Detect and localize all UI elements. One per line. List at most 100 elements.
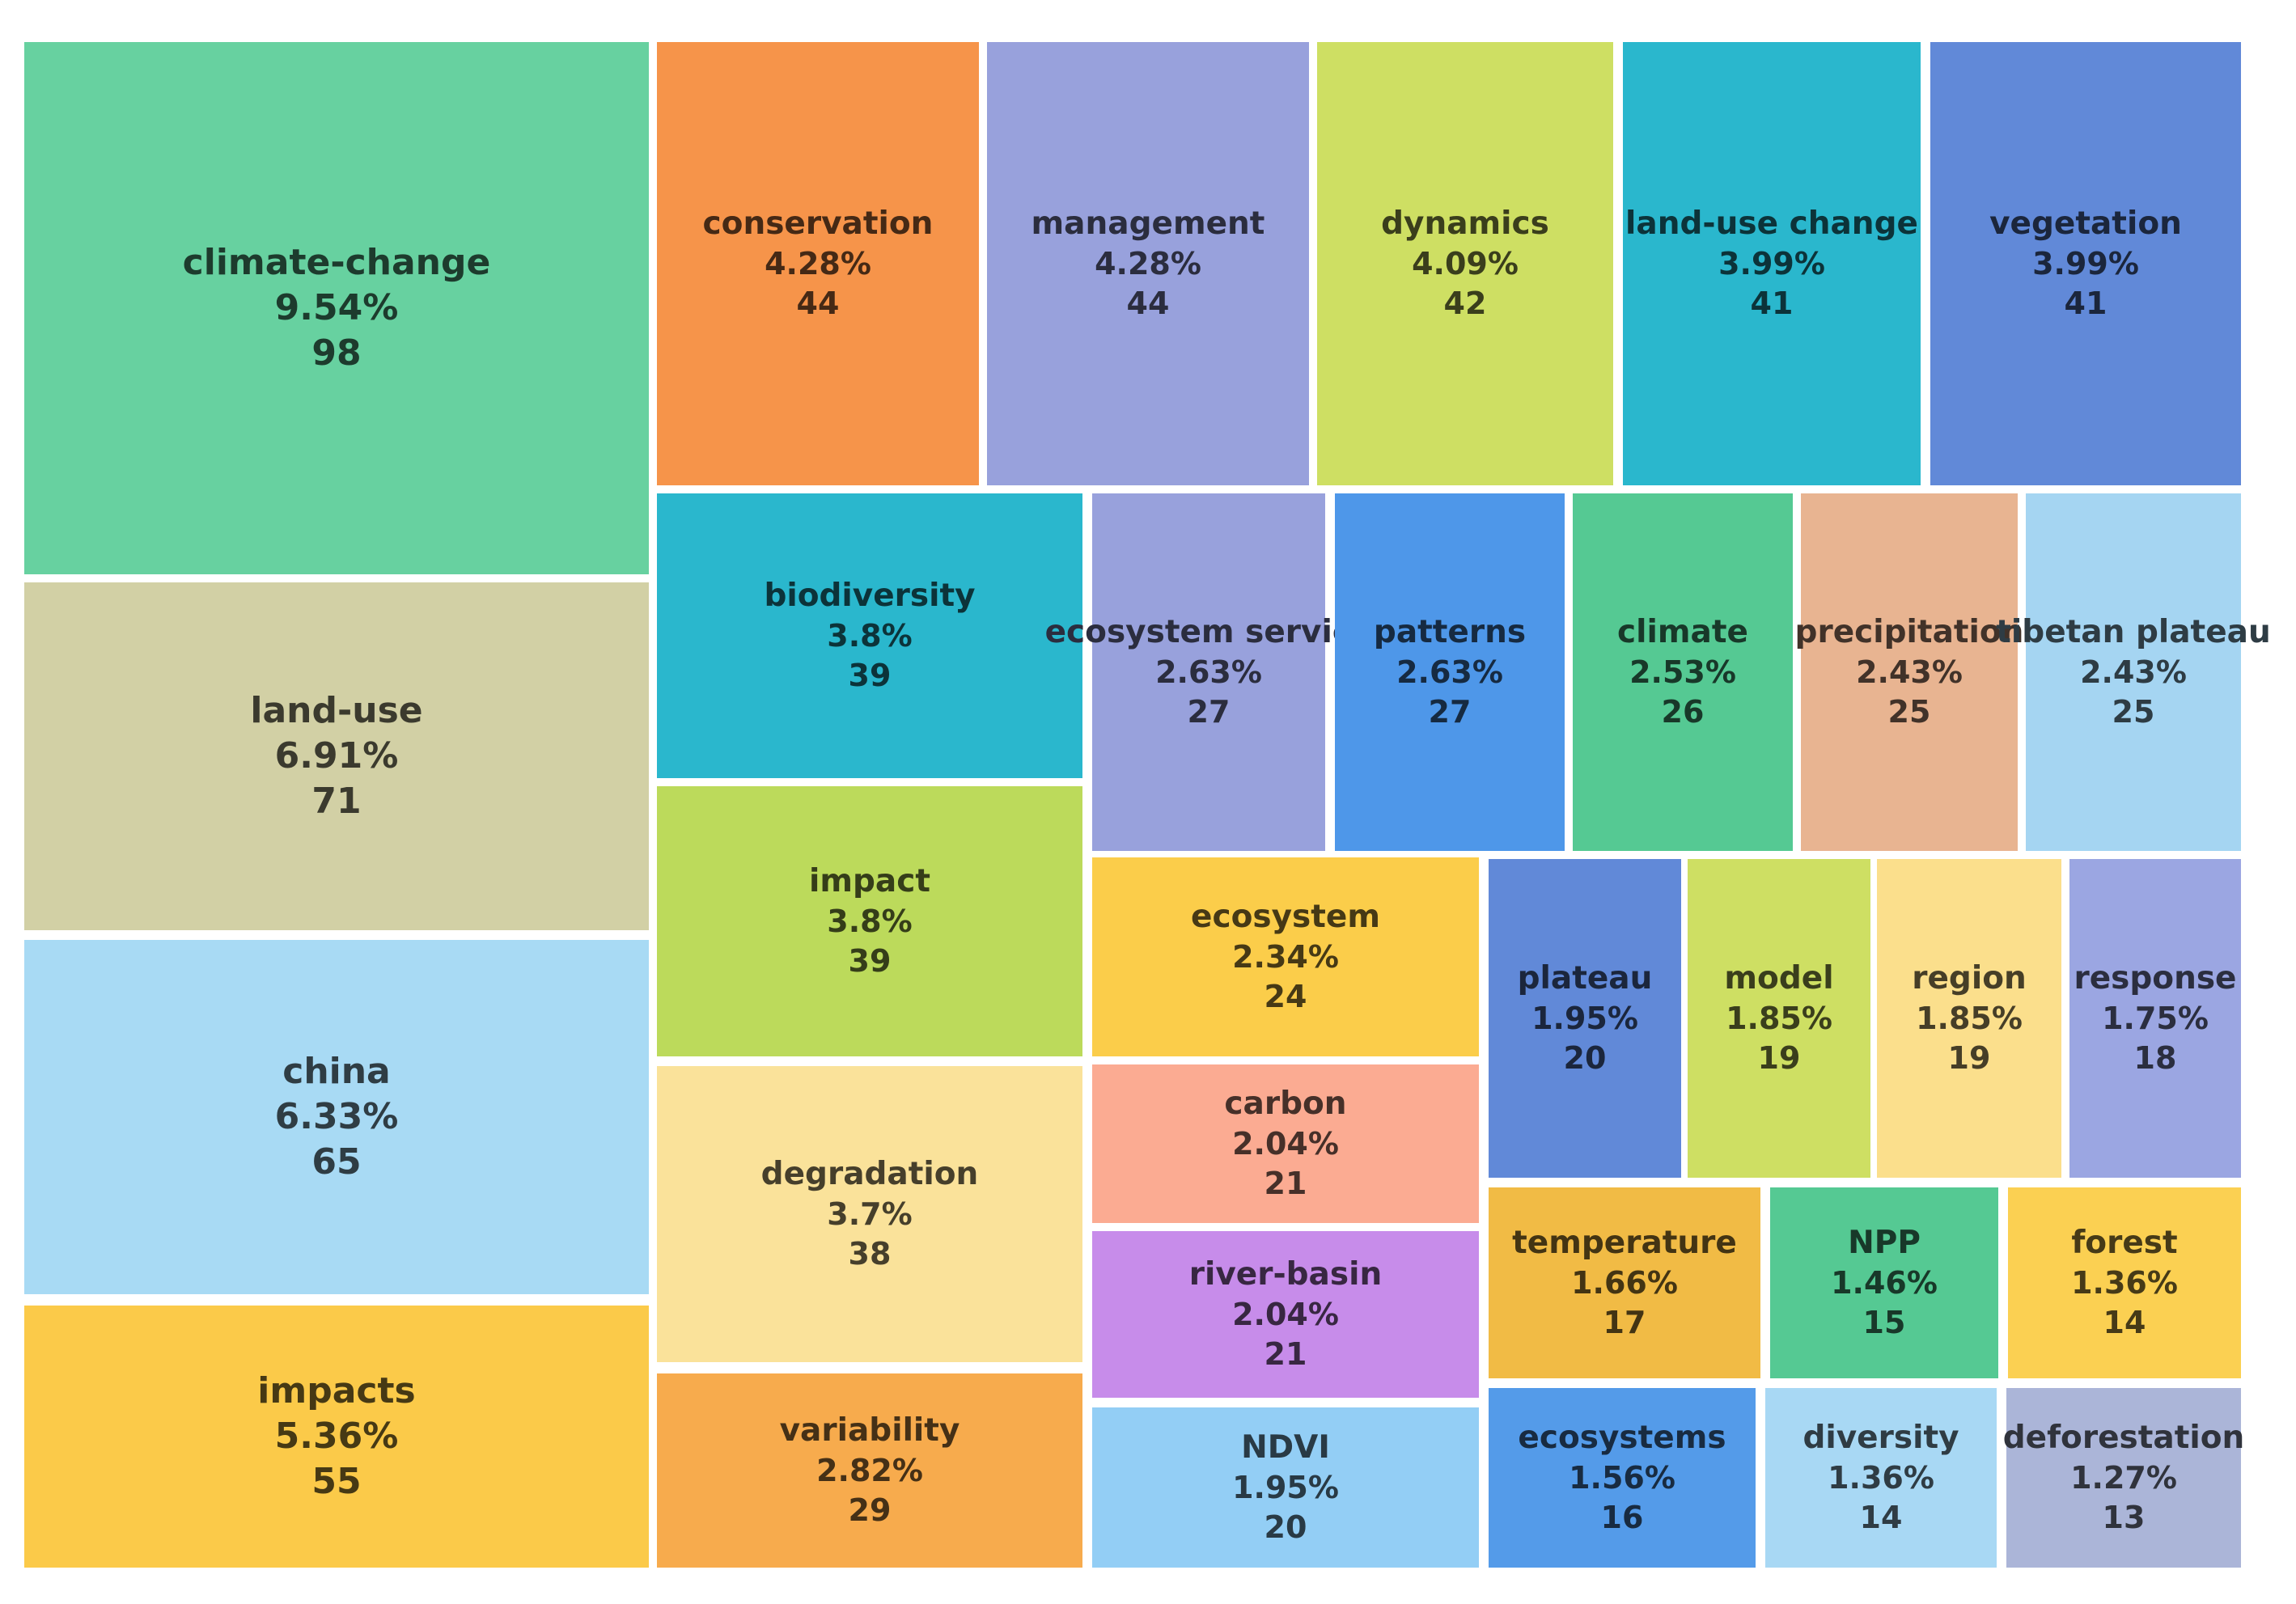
cell-percent: 2.34% [1232, 939, 1339, 976]
cell-count: 29 [848, 1492, 892, 1528]
cell-percent: 1.36% [2071, 1265, 2178, 1301]
cell-count: 98 [311, 332, 362, 375]
treemap-cell-plateau: plateau 1.95% 20 [1489, 859, 1681, 1178]
cell-percent: 1.95% [1531, 1001, 1638, 1037]
cell-label: patterns [1373, 614, 1527, 651]
cell-count: 18 [2133, 1039, 2177, 1076]
cell-count: 55 [311, 1461, 362, 1503]
cell-count: 19 [1757, 1039, 1801, 1076]
cell-label: diversity [1802, 1420, 1959, 1457]
cell-percent: 6.91% [274, 734, 399, 777]
cell-percent: 3.99% [2032, 246, 2139, 282]
cell-label: climate-change [182, 241, 491, 283]
treemap-cell-region: region 1.85% 19 [1877, 859, 2061, 1178]
treemap-cell-patterns: patterns 2.63% 27 [1335, 493, 1565, 851]
cell-count: 16 [1600, 1499, 1644, 1535]
cell-count: 41 [1750, 285, 1794, 321]
cell-label: model [1724, 960, 1834, 997]
cell-count: 25 [1887, 693, 1931, 730]
cell-percent: 2.53% [1629, 654, 1736, 691]
cell-label: response [2074, 960, 2237, 997]
treemap-cell-ecosystem-service: ecosystem service 2.63% 27 [1045, 493, 1372, 851]
cell-label: carbon [1224, 1086, 1347, 1123]
cell-percent: 3.8% [827, 618, 913, 654]
treemap-cell-diversity: diversity 1.36% 14 [1765, 1388, 1997, 1568]
cell-count: 26 [1661, 693, 1705, 730]
cell-count: 24 [1264, 978, 1307, 1014]
treemap-cell-ecosystem: ecosystem 2.34% 24 [1092, 857, 1479, 1056]
cell-percent: 5.36% [274, 1415, 399, 1457]
cell-percent: 4.28% [765, 246, 871, 282]
cell-percent: 1.46% [1831, 1265, 1938, 1301]
cell-label: variability [779, 1412, 960, 1450]
cell-percent: 2.43% [2080, 654, 2187, 691]
cell-count: 65 [311, 1141, 362, 1183]
cell-percent: 6.33% [274, 1095, 399, 1137]
cell-label: tibetan plateau [1996, 614, 2271, 651]
cell-count: 41 [2064, 285, 2107, 321]
cell-percent: 4.09% [1412, 246, 1519, 282]
treemap-cell-variability: variability 2.82% 29 [657, 1373, 1082, 1568]
treemap-cell-model: model 1.85% 19 [1688, 859, 1870, 1178]
cell-label: deforestation [2002, 1420, 2245, 1457]
cell-percent: 2.82% [816, 1453, 923, 1489]
cell-percent: 3.8% [827, 904, 913, 940]
treemap-cell-river-basin: river-basin 2.04% 21 [1092, 1231, 1479, 1398]
cell-count: 38 [848, 1235, 892, 1272]
treemap-cell-climate: climate 2.53% 26 [1573, 493, 1793, 851]
cell-count: 21 [1264, 1165, 1307, 1201]
cell-percent: 2.63% [1155, 654, 1262, 691]
cell-count: 15 [1862, 1304, 1906, 1340]
cell-count: 14 [2103, 1304, 2146, 1340]
cell-label: region [1912, 960, 2027, 997]
cell-label: forest [2071, 1225, 2178, 1262]
cell-label: temperature [1512, 1225, 1737, 1262]
treemap-cell-dynamics: dynamics 4.09% 42 [1317, 42, 1613, 485]
cell-count: 42 [1443, 285, 1487, 321]
treemap-cell-impacts: impacts 5.36% 55 [24, 1306, 649, 1568]
treemap-cell-ndvi: NDVI 1.95% 20 [1092, 1407, 1479, 1568]
treemap-cell-forest: forest 1.36% 14 [2008, 1187, 2241, 1378]
treemap-cell-impact: impact 3.8% 39 [657, 786, 1082, 1056]
treemap-cell-deforestation: deforestation 1.27% 13 [2003, 1388, 2244, 1568]
cell-percent: 2.63% [1396, 654, 1503, 691]
treemap-cell-ecosystems: ecosystems 1.56% 16 [1489, 1388, 1756, 1568]
cell-percent: 3.7% [827, 1196, 913, 1233]
treemap-cell-precipitation: precipitation 2.43% 25 [1795, 493, 2023, 851]
cell-label: climate [1617, 614, 1748, 651]
cell-label: impacts [257, 1369, 416, 1411]
cell-label: ecosystems [1518, 1420, 1726, 1457]
cell-count: 25 [2112, 693, 2155, 730]
treemap-cell-biodiversity: biodiversity 3.8% 39 [657, 493, 1082, 778]
cell-label: river-basin [1188, 1256, 1383, 1293]
cell-count: 44 [1126, 285, 1170, 321]
cell-count: 44 [796, 285, 840, 321]
treemap-cell-management: management 4.28% 44 [987, 42, 1309, 485]
cell-count: 21 [1264, 1335, 1307, 1372]
cell-label: degradation [760, 1156, 979, 1193]
cell-percent: 4.28% [1095, 246, 1201, 282]
cell-label: land-use change [1625, 205, 1918, 243]
cell-label: ecosystem [1191, 899, 1380, 936]
cell-label: NPP [1848, 1225, 1921, 1262]
cell-label: dynamics [1381, 205, 1549, 243]
cell-label: ecosystem service [1044, 614, 1373, 651]
treemap-cell-response: response 1.75% 18 [2069, 859, 2241, 1178]
cell-percent: 9.54% [274, 286, 399, 328]
cell-percent: 1.95% [1232, 1470, 1339, 1506]
cell-count: 27 [1428, 693, 1472, 730]
cell-count: 39 [848, 942, 892, 979]
cell-label: land-use [250, 689, 423, 731]
treemap-cell-carbon: carbon 2.04% 21 [1092, 1064, 1479, 1223]
cell-count: 14 [1859, 1499, 1903, 1535]
cell-percent: 1.66% [1571, 1265, 1678, 1301]
treemap-cell-land-use: land-use 6.91% 71 [24, 582, 649, 930]
treemap-cell-npp: NPP 1.46% 15 [1770, 1187, 1998, 1378]
cell-percent: 1.85% [1726, 1001, 1832, 1037]
cell-percent: 2.43% [1856, 654, 1963, 691]
cell-label: NDVI [1241, 1429, 1330, 1466]
treemap-cell-vegetation: vegetation 3.99% 41 [1930, 42, 2241, 485]
cell-label: vegetation [1989, 205, 2182, 243]
cell-percent: 2.04% [1232, 1297, 1339, 1333]
